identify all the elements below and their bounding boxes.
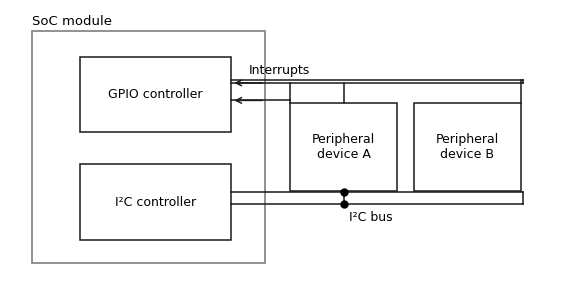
Bar [80, 164, 231, 240]
Text: GPIO controller: GPIO controller [108, 88, 203, 101]
Text: Interrupts: Interrupts [248, 64, 310, 77]
Text: Peripheral
device A: Peripheral device A [312, 133, 376, 161]
Text: I²C controller: I²C controller [115, 196, 196, 209]
Bar [32, 31, 265, 263]
Bar [290, 103, 397, 191]
Text: Peripheral
device B: Peripheral device B [435, 133, 499, 161]
Bar [80, 57, 231, 132]
Bar [414, 103, 521, 191]
Text: I²C bus: I²C bus [349, 211, 393, 224]
Text: SoC module: SoC module [32, 15, 112, 28]
